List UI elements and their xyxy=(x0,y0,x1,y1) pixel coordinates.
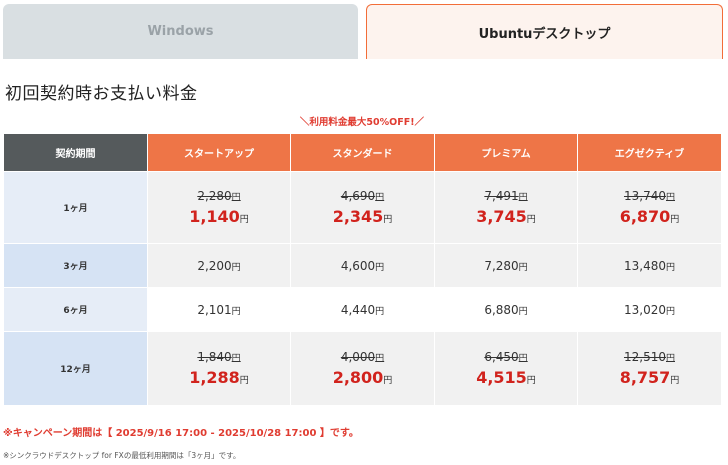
regular-price: 13,020円 xyxy=(623,302,675,317)
price-cell: 13,020円 xyxy=(577,287,721,331)
os-tabs: Windows Ubuntuデスクトップ xyxy=(3,4,723,59)
promo-banner: ＼利用料金最大50%OFF!／ xyxy=(299,117,425,128)
price-cell: 1,840円 1,288円 xyxy=(147,331,290,405)
price-cell: 12,510円 8,757円 xyxy=(577,331,721,405)
regular-price: 4,440円 xyxy=(340,302,385,317)
discount-price: 1,140円 xyxy=(189,207,249,226)
minimum-term-note: ※シンクラウドデスクトップ for FXの最低利用期間は「3ヶ月」です。 xyxy=(3,451,241,460)
price-cell: 6,880円 xyxy=(434,287,577,331)
original-price: 12,510円 xyxy=(623,350,675,364)
header-executive: エグゼクティブ xyxy=(577,134,721,171)
period-cell: 3ヶ月 xyxy=(4,243,147,287)
price-cell: 13,740円 6,870円 xyxy=(577,171,721,243)
table-row: 12ヶ月 1,840円 1,288円 4,000円 2,800円 6,450円 4,515円… xyxy=(4,331,721,405)
price-cell: 4,000円 2,800円 xyxy=(290,331,434,405)
tab-windows[interactable]: Windows xyxy=(3,4,358,59)
original-price: 1,840円 xyxy=(197,350,241,364)
original-price: 7,491円 xyxy=(484,189,528,203)
tab-ubuntu-label: Ubuntuデスクトップ xyxy=(478,26,611,42)
regular-price: 2,101円 xyxy=(197,302,241,317)
tab-ubuntu[interactable]: Ubuntuデスクトップ xyxy=(366,4,723,59)
period-cell: 1ヶ月 xyxy=(4,171,147,243)
header-startup: スタートアップ xyxy=(147,134,290,171)
price-cell: 13,480円 xyxy=(577,243,721,287)
regular-price: 6,880円 xyxy=(484,302,528,317)
price-cell: 2,200円 xyxy=(147,243,290,287)
discount-price: 1,288円 xyxy=(189,368,249,387)
period-cell: 6ヶ月 xyxy=(4,287,147,331)
price-cell: 2,101円 xyxy=(147,287,290,331)
price-cell: 4,440円 xyxy=(290,287,434,331)
period-cell: 12ヶ月 xyxy=(4,331,147,405)
price-cell: 7,280円 xyxy=(434,243,577,287)
price-cell: 2,280円 1,140円 xyxy=(147,171,290,243)
discount-price: 6,870円 xyxy=(619,207,680,226)
header-premium: プレミアム xyxy=(434,134,577,171)
header-row: 契約期間 スタートアップ スタンダード プレミアム エグゼクティブ xyxy=(4,134,721,171)
table-row: 3ヶ月 2,200円 4,600円 7,280円 13,480円 xyxy=(4,243,721,287)
original-price: 2,280円 xyxy=(197,189,241,203)
regular-price: 2,200円 xyxy=(197,258,241,273)
table-row: 1ヶ月 2,280円 1,140円 4,690円 2,345円 7,491円 3,745円 1… xyxy=(4,171,721,243)
price-cell: 4,600円 xyxy=(290,243,434,287)
price-cell: 7,491円 3,745円 xyxy=(434,171,577,243)
original-price: 13,740円 xyxy=(623,189,675,203)
table-row: 6ヶ月 2,101円 4,440円 6,880円 13,020円 xyxy=(4,287,721,331)
discount-price: 2,345円 xyxy=(332,207,393,226)
regular-price: 13,480円 xyxy=(623,258,675,273)
discount-price: 2,800円 xyxy=(332,368,393,387)
tab-windows-label: Windows xyxy=(147,24,214,39)
header-standard: スタンダード xyxy=(290,134,434,171)
price-table: 契約期間 スタートアップ スタンダード プレミアム エグゼクティブ 1ヶ月 2,2… xyxy=(4,134,721,405)
price-cell: 4,690円 2,345円 xyxy=(290,171,434,243)
header-period: 契約期間 xyxy=(4,134,147,171)
discount-price: 4,515円 xyxy=(476,368,536,387)
discount-price: 8,757円 xyxy=(619,368,680,387)
original-price: 6,450円 xyxy=(484,350,528,364)
campaign-period: ※キャンペーン期間は【 2025/9/16 17:00 - 2025/10/28… xyxy=(3,428,359,439)
original-price: 4,000円 xyxy=(340,350,385,364)
discount-price: 3,745円 xyxy=(476,207,536,226)
original-price: 4,690円 xyxy=(340,189,385,203)
regular-price: 4,600円 xyxy=(340,258,385,273)
price-cell: 6,450円 4,515円 xyxy=(434,331,577,405)
page-title: 初回契約時お支払い料金 xyxy=(5,84,198,104)
regular-price: 7,280円 xyxy=(484,258,528,273)
